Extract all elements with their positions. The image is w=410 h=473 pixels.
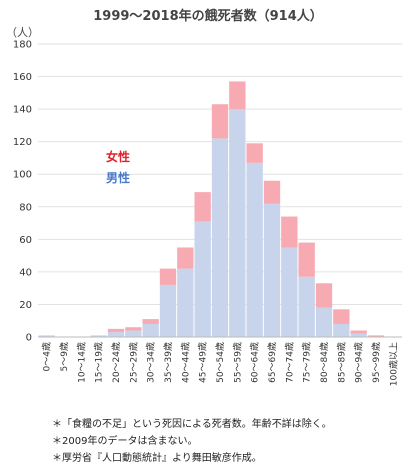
bar-male (38, 335, 55, 337)
bar-female (229, 81, 246, 110)
bar-female (333, 309, 350, 324)
x-tick-label: 65〜69歳 (266, 342, 278, 383)
y-axis-ticks: 0 20 40 60 80 100 120 140 160 180 (13, 40, 32, 344)
bar-female (107, 328, 125, 333)
bar-female (194, 192, 211, 222)
bar-male (333, 323, 350, 337)
bars (38, 81, 385, 337)
legend-female: 女性 (106, 149, 130, 164)
bar-male (281, 247, 298, 337)
footnote-3: ＊厚労省『人口動態統計』より舞田敏彦作成。 (52, 453, 262, 464)
x-tick-label: 75〜79歳 (301, 342, 313, 383)
x-tick-label: 70〜74歳 (283, 342, 295, 383)
bar-male (246, 162, 263, 337)
bar-male (159, 284, 177, 337)
bar-male (177, 268, 194, 337)
footnote-1: ＊「食糧の不足」という死因による死者数。年齢不詳は除く。 (52, 419, 332, 430)
x-tick-label: 35〜39歳 (162, 342, 174, 383)
y-tick-label: 100 (13, 170, 32, 181)
x-tick-label: 0〜4歳 (41, 342, 53, 371)
y-tick-label: 0 (26, 333, 32, 344)
x-tick-label: 25〜29歳 (127, 342, 139, 383)
bar-female (350, 330, 367, 334)
x-tick-label: 85〜89歳 (335, 342, 347, 383)
bar-female (211, 104, 229, 139)
x-tick-label: 80〜84歳 (318, 342, 330, 383)
bar-male (211, 138, 229, 337)
bar-male (350, 333, 367, 337)
bar-male (263, 203, 281, 337)
x-tick-label: 55〜59歳 (231, 342, 243, 383)
bar-female (159, 268, 177, 285)
y-unit-label: （人） (6, 26, 39, 39)
x-tick-label: 50〜54歳 (214, 342, 226, 383)
x-tick-label: 45〜49歳 (197, 342, 209, 383)
bar-male (229, 109, 246, 337)
y-tick-label: 20 (19, 300, 32, 311)
bar-female (298, 242, 315, 277)
footnote-2: ＊2009年のデータは含まない。 (52, 436, 198, 447)
x-tick-label: 5〜9歳 (58, 342, 70, 371)
legend-male: 男性 (106, 170, 130, 185)
bar-female (125, 327, 142, 331)
y-tick-label: 80 (19, 202, 32, 213)
bar-female (367, 335, 385, 337)
bar-female (315, 283, 333, 308)
bar-male (125, 330, 142, 337)
y-tick-label: 180 (13, 40, 32, 51)
x-tick-label: 20〜24歳 (110, 342, 122, 383)
bar-male (315, 307, 333, 337)
x-tick-label: 95〜99歳 (370, 342, 382, 383)
y-tick-label: 40 (19, 267, 32, 278)
bar-female (142, 319, 159, 324)
bar-female (177, 247, 194, 269)
bar-male (107, 332, 125, 337)
bar-female (263, 180, 281, 204)
y-tick-label: 120 (13, 137, 32, 148)
x-tick-label: 100歳以上 (387, 342, 399, 386)
y-tick-label: 160 (13, 72, 32, 83)
bar-male (90, 335, 107, 337)
bar-female (246, 143, 263, 163)
bar-male (194, 221, 211, 337)
x-tick-label: 10〜14歳 (75, 342, 87, 383)
footnotes: ＊「食糧の不足」という死因による死者数。年齢不詳は除く。 ＊2009年のデータは… (52, 416, 332, 467)
x-tick-label: 60〜64歳 (249, 342, 261, 383)
x-tick-label: 90〜94歳 (353, 342, 365, 383)
y-tick-label: 60 (19, 235, 32, 246)
bar-male (298, 276, 315, 337)
bar-male (142, 323, 159, 337)
bar-female (281, 216, 298, 248)
x-tick-label: 30〜34歳 (145, 342, 157, 383)
chart-title: 1999〜2018年の餓死者数（914人） (93, 8, 323, 24)
x-axis-ticks: 0〜4歳 5〜9歳 10〜14歳 15〜19歳 20〜24歳 25〜29歳 30〜34歳 35… (41, 342, 400, 386)
x-tick-label: 15〜19歳 (93, 342, 105, 383)
y-tick-label: 140 (13, 105, 32, 116)
x-tick-label: 40〜44歳 (179, 342, 191, 383)
